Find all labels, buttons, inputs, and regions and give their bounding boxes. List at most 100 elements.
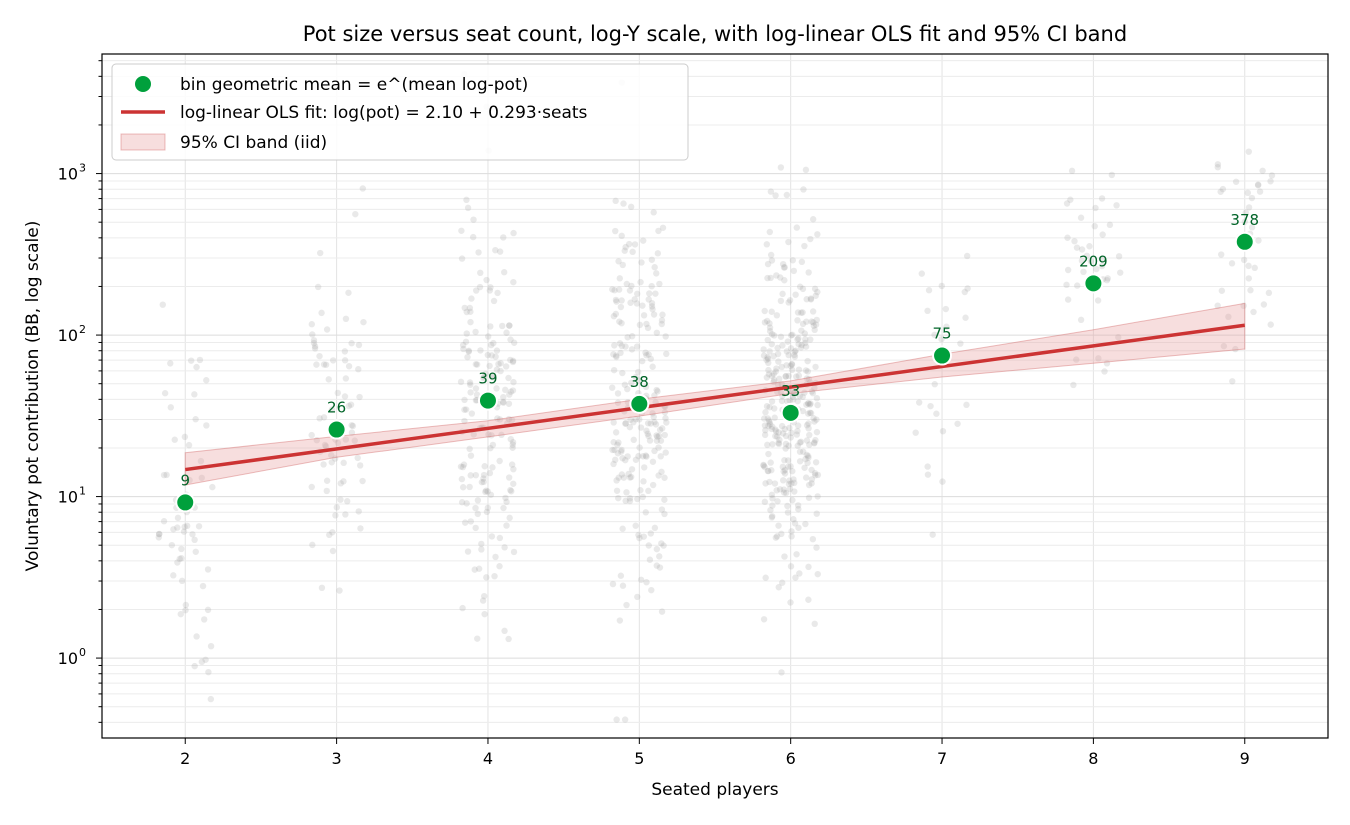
individual-point	[462, 338, 470, 345]
individual-point	[477, 269, 484, 277]
individual-point	[509, 357, 517, 365]
bin-mean-point	[1083, 273, 1104, 294]
individual-point	[776, 486, 784, 493]
individual-point	[642, 452, 650, 459]
individual-point	[776, 436, 783, 444]
individual-point	[640, 478, 647, 485]
individual-point	[629, 248, 636, 256]
individual-point	[769, 495, 776, 502]
bin-mean-label: 378	[1230, 211, 1259, 229]
individual-point	[938, 282, 945, 290]
individual-point	[326, 531, 333, 539]
individual-point	[329, 357, 337, 364]
individual-point	[1247, 287, 1254, 294]
individual-point	[768, 491, 776, 498]
individual-point	[610, 351, 617, 358]
individual-point	[310, 337, 318, 344]
individual-point	[773, 533, 781, 540]
individual-point	[649, 363, 656, 370]
individual-point	[794, 309, 802, 316]
individual-point	[772, 432, 779, 440]
individual-point	[494, 289, 501, 297]
individual-point	[489, 441, 497, 449]
individual-point	[779, 430, 787, 437]
individual-point	[781, 470, 789, 477]
individual-point	[616, 617, 624, 624]
individual-point	[619, 369, 626, 377]
x-tick-label: 9	[1240, 749, 1250, 768]
individual-point	[924, 307, 931, 315]
individual-point	[468, 295, 475, 302]
individual-point	[761, 431, 769, 439]
individual-point	[472, 361, 480, 368]
individual-point	[1245, 275, 1252, 282]
y-tick-label-base: 10	[58, 326, 78, 345]
individual-point	[495, 360, 502, 368]
individual-point	[1101, 368, 1108, 375]
individual-point	[780, 468, 787, 475]
individual-point	[1228, 260, 1236, 267]
individual-point	[1268, 172, 1276, 179]
individual-point	[782, 489, 790, 497]
individual-point	[760, 462, 767, 469]
individual-point	[766, 328, 774, 335]
individual-point	[497, 360, 504, 367]
individual-point	[480, 374, 487, 382]
individual-point	[1214, 163, 1222, 171]
individual-point	[499, 322, 506, 330]
individual-point	[795, 340, 802, 348]
individual-point	[775, 440, 783, 448]
individual-point	[786, 397, 794, 404]
individual-point	[806, 409, 814, 417]
individual-point	[491, 572, 498, 580]
individual-point	[765, 467, 772, 475]
individual-point	[496, 457, 503, 465]
individual-point	[1073, 356, 1080, 363]
individual-point	[1225, 313, 1232, 321]
x-tick-label: 6	[786, 749, 796, 768]
individual-point	[789, 393, 797, 400]
individual-point	[765, 450, 772, 458]
individual-point	[471, 566, 478, 573]
individual-point	[637, 487, 644, 494]
individual-point	[812, 321, 820, 328]
individual-point	[479, 597, 487, 604]
individual-point	[489, 374, 497, 381]
individual-point	[620, 200, 627, 207]
individual-point	[779, 342, 786, 349]
plot-frame	[101, 53, 1329, 739]
individual-point	[466, 483, 473, 491]
individual-point	[814, 231, 821, 238]
individual-point	[640, 533, 647, 540]
individual-point	[198, 658, 206, 666]
individual-point	[609, 446, 616, 454]
individual-point	[781, 425, 788, 433]
individual-point	[320, 361, 328, 368]
individual-point	[505, 474, 513, 481]
individual-point	[630, 419, 637, 426]
individual-point	[641, 464, 648, 471]
individual-point	[812, 459, 820, 466]
individual-point	[192, 416, 199, 423]
individual-point	[795, 505, 802, 513]
individual-point	[472, 524, 479, 532]
individual-point	[622, 497, 629, 505]
individual-point	[802, 166, 810, 174]
individual-point	[351, 437, 358, 444]
individual-point	[791, 488, 798, 495]
individual-point	[762, 427, 769, 434]
legend-label-ci-band: 95% CI band (iid)	[180, 133, 327, 153]
individual-point	[486, 469, 494, 477]
individual-point	[962, 314, 969, 321]
individual-point	[496, 534, 504, 542]
individual-point	[801, 389, 808, 396]
individual-point	[1099, 231, 1106, 238]
individual-point	[805, 269, 812, 276]
individual-point	[182, 601, 190, 609]
individual-point	[654, 388, 661, 395]
individual-point	[648, 586, 655, 594]
individual-point	[193, 633, 200, 640]
individual-point	[467, 389, 474, 396]
individual-point	[316, 352, 323, 360]
individual-point	[622, 243, 629, 251]
